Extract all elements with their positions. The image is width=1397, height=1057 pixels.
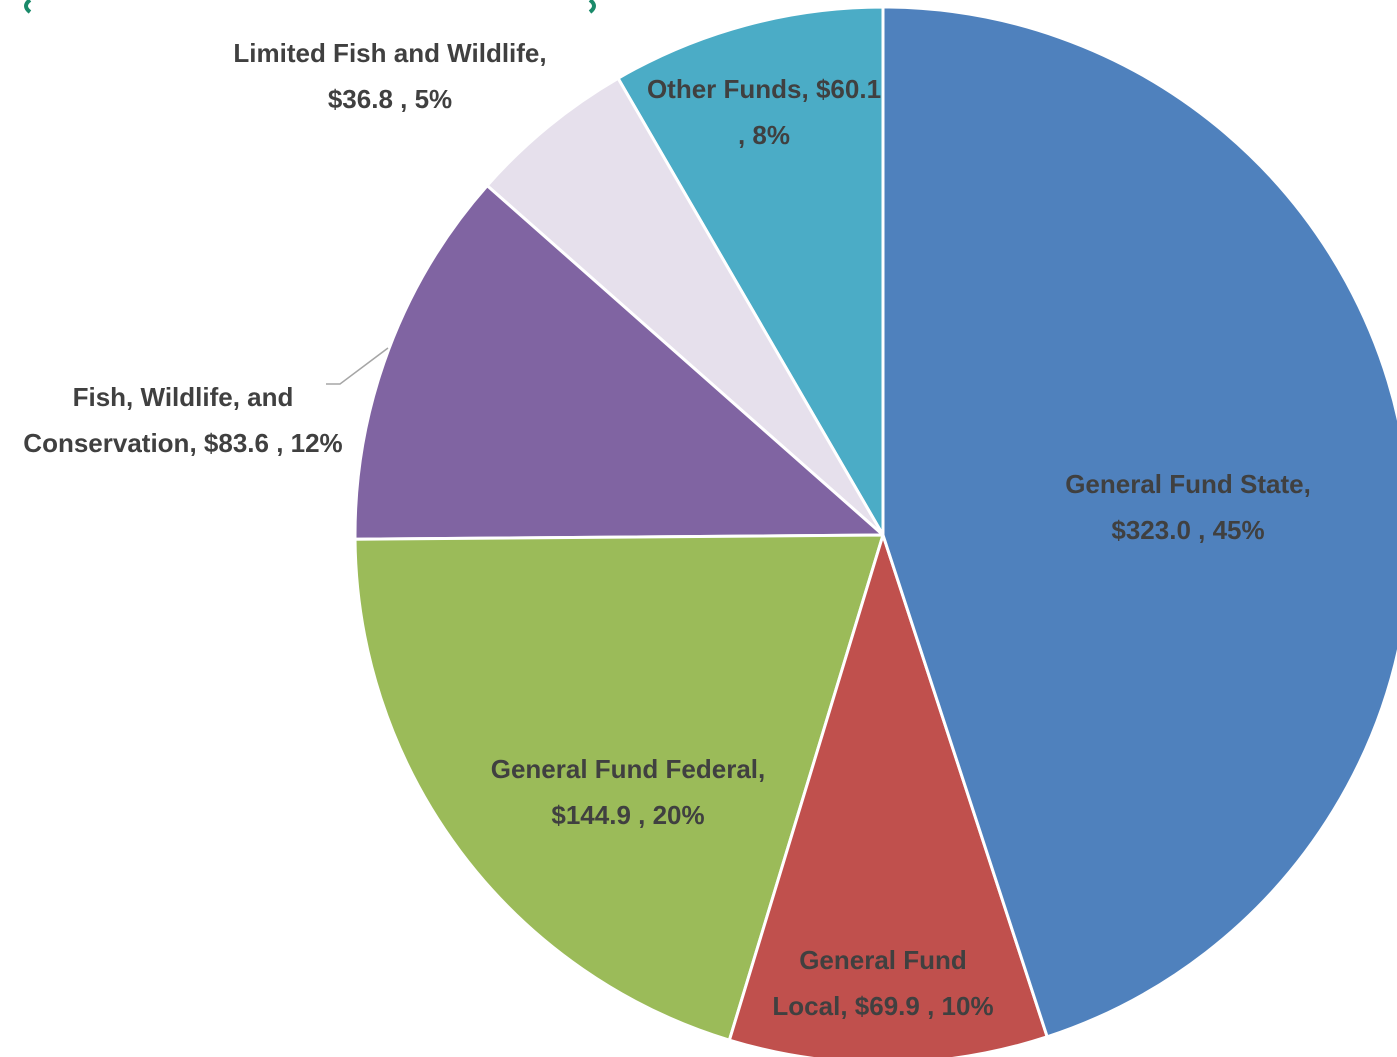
slice-name: General Fund State, — [1065, 469, 1311, 499]
slice-value: $69.9 , 10% — [854, 991, 994, 1021]
data-label: General Fund Local, $69.9 , 10% — [768, 937, 998, 1029]
pie-slice — [881, 5, 1397, 1039]
pie-slice — [727, 530, 1050, 1057]
slice-name: Fish, Wildlife, and Conservation, — [23, 382, 294, 458]
slice-name: General Fund Local, — [772, 945, 967, 1021]
pie-slice — [353, 533, 886, 1043]
data-label: General Fund State, $323.0 , 45% — [1023, 461, 1353, 553]
slice-name: General Fund Federal, — [490, 754, 766, 784]
slice-value: $60.1 , 8% — [737, 74, 882, 150]
data-label: Limited Fish and Wildlife, $36.8 , 5% — [225, 30, 555, 122]
slice-name: Other Funds, — [646, 74, 809, 104]
pie-slice — [615, 5, 885, 541]
decoration — [24, 0, 32, 14]
pie-slice — [353, 183, 887, 541]
slice-value: $83.6 , 12% — [203, 428, 343, 458]
slice-name: Limited Fish and Wildlife, — [233, 38, 547, 68]
pie-slice — [485, 76, 885, 537]
slice-value: $36.8 , 5% — [327, 84, 453, 114]
data-label: General Fund Federal, $144.9 , 20% — [448, 746, 808, 838]
leader-line — [326, 347, 389, 385]
data-label: Other Funds, $60.1 , 8% — [644, 66, 884, 158]
decoration — [588, 0, 596, 14]
slice-value: $144.9 , 20% — [551, 800, 705, 830]
slice-value: $323.0 , 45% — [1111, 515, 1265, 545]
data-label: Fish, Wildlife, and Conservation, $83.6 … — [3, 374, 363, 466]
